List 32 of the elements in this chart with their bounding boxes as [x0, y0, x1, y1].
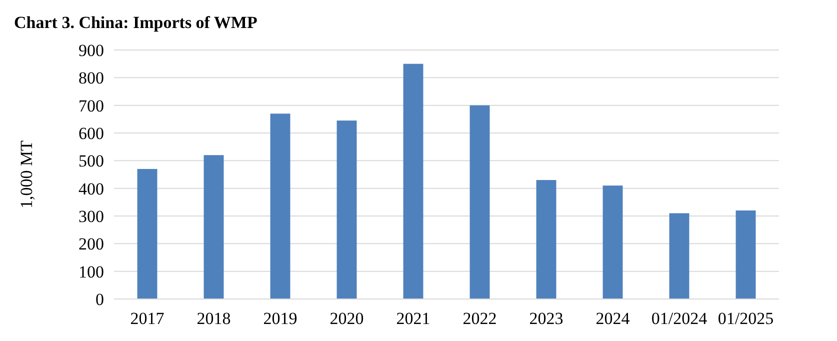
bar: [536, 180, 556, 299]
x-tick-label: 2020: [330, 309, 364, 328]
x-tick-label: 2022: [462, 309, 497, 328]
bar: [736, 210, 756, 299]
x-tick-label: 01/2024: [651, 309, 708, 328]
y-tick-label: 600: [78, 124, 104, 143]
y-tick-label: 100: [78, 262, 104, 282]
bar: [204, 155, 224, 299]
y-tick-label: 900: [78, 40, 104, 60]
y-tick-label: 500: [78, 152, 104, 171]
bar: [602, 186, 623, 299]
y-tick-label: 300: [78, 206, 104, 226]
x-tick-label: 2024: [596, 309, 630, 328]
bar: [270, 114, 290, 299]
bar: [137, 168, 158, 299]
y-tick-label: 0: [96, 290, 104, 309]
y-tick-label: 400: [78, 179, 104, 198]
bar: [403, 64, 424, 299]
bar: [470, 105, 490, 299]
x-tick-label: 01/2025: [718, 309, 774, 328]
chart-title: Chart 3. China: Imports of WMP: [14, 13, 258, 32]
bar: [669, 213, 690, 299]
x-tick-label: 2021: [396, 309, 430, 328]
x-tick-label: 2019: [263, 309, 298, 328]
y-axis-title: 1,000 MT: [17, 140, 36, 208]
bar: [336, 120, 357, 299]
x-tick-label: 2023: [529, 309, 564, 328]
x-tick-label: 2017: [130, 309, 165, 328]
y-tick-label: 800: [78, 68, 104, 88]
x-tick-label: 2018: [196, 309, 231, 328]
y-tick-label: 700: [78, 96, 104, 116]
y-tick-label: 200: [78, 234, 104, 254]
